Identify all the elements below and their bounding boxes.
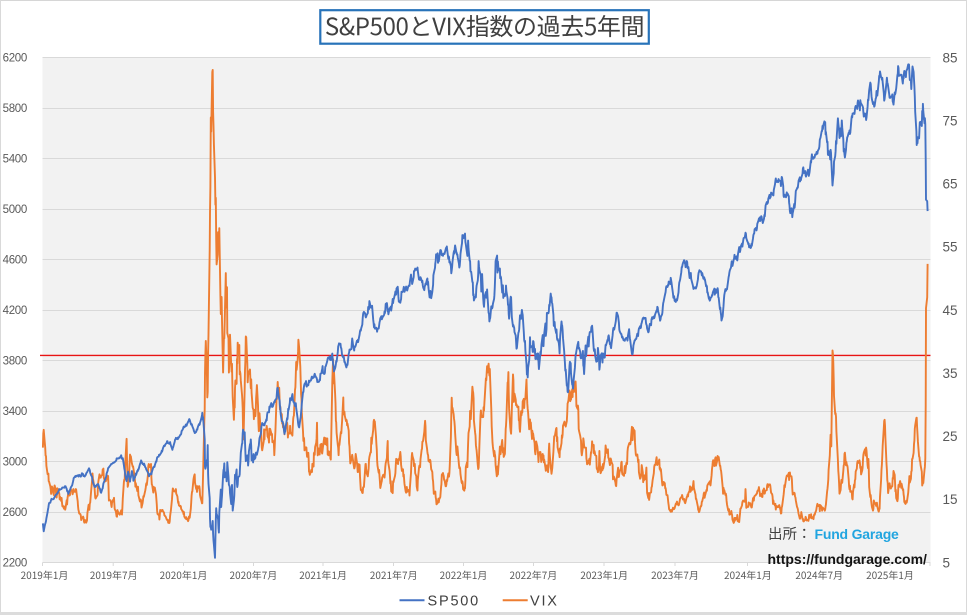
svg-text:4600: 4600 (3, 254, 27, 266)
svg-text:45: 45 (943, 303, 958, 318)
svg-text:Fund Garage: Fund Garage (815, 526, 900, 542)
svg-text:SP500: SP500 (428, 593, 481, 609)
svg-text:5800: 5800 (3, 103, 27, 115)
svg-text:6200: 6200 (3, 52, 27, 64)
svg-text:3000: 3000 (3, 456, 27, 468)
svg-text:2200: 2200 (3, 557, 27, 569)
svg-text:5000: 5000 (3, 204, 27, 216)
svg-text:55: 55 (943, 240, 958, 255)
svg-text:25: 25 (943, 429, 958, 444)
svg-text:35: 35 (943, 366, 958, 381)
svg-text:5: 5 (943, 555, 951, 570)
svg-text:5400: 5400 (3, 153, 27, 165)
svg-text:85: 85 (943, 50, 958, 65)
svg-text:2600: 2600 (3, 507, 27, 519)
svg-text:https://fundgarage.com/: https://fundgarage.com/ (768, 551, 928, 567)
svg-text:VIX: VIX (530, 593, 559, 609)
svg-text:3400: 3400 (3, 406, 27, 418)
svg-text:75: 75 (943, 113, 958, 128)
svg-text:3800: 3800 (3, 355, 27, 367)
svg-text:15: 15 (943, 492, 958, 507)
svg-text:4200: 4200 (3, 305, 27, 317)
svg-text:65: 65 (943, 177, 958, 192)
